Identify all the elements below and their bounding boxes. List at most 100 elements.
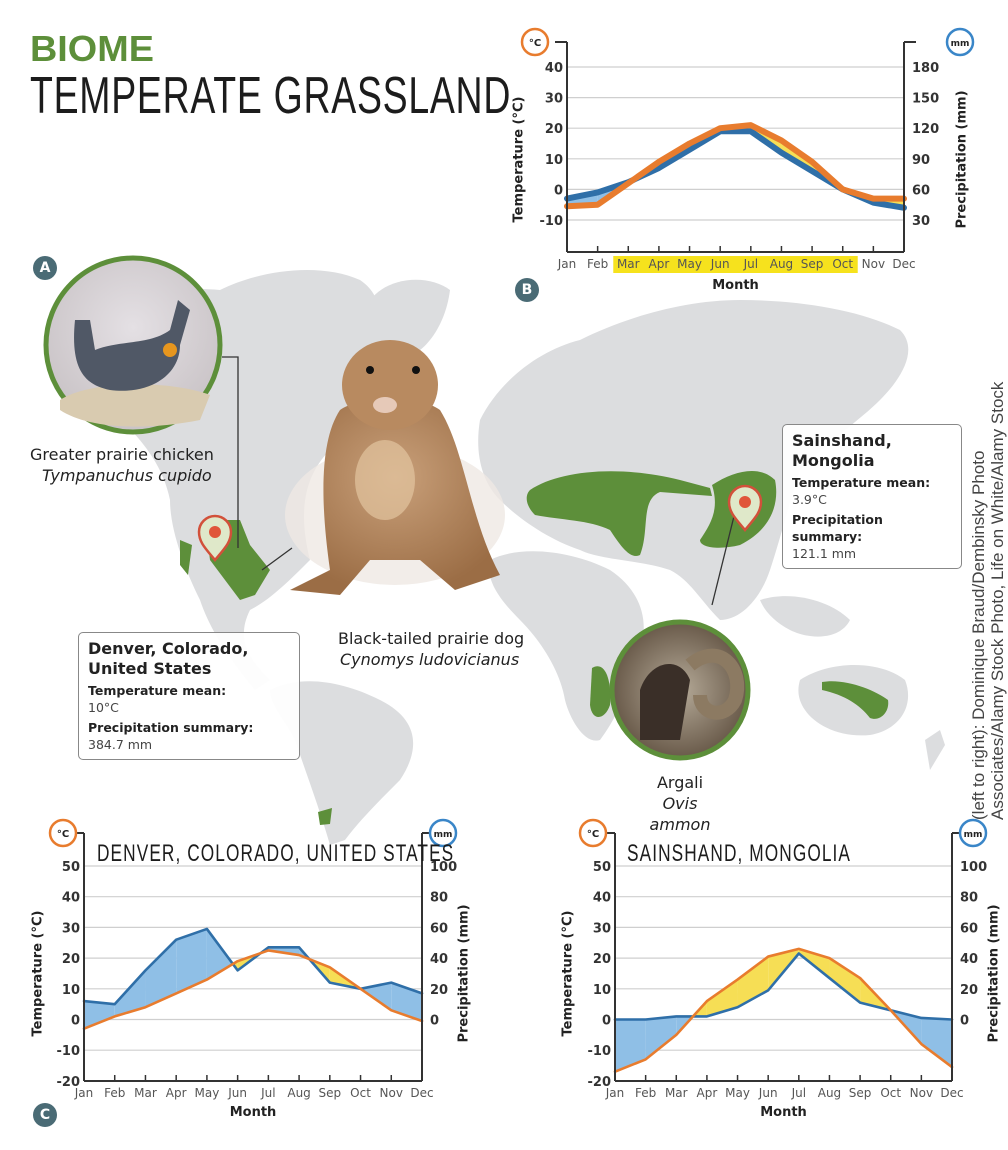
common-name: Argali: [656, 773, 704, 792]
info-box-denver: Denver, Colorado, United States Temperat…: [78, 632, 300, 760]
panel-badge-c: C: [33, 1103, 57, 1127]
x-tick-label: Jul: [260, 1086, 275, 1100]
x-tick-label: Sep: [801, 257, 824, 271]
y-tick-label: 50: [62, 860, 80, 875]
x-tick-label: Feb: [587, 257, 608, 271]
panel-badge-b: B: [515, 278, 539, 302]
y2-tick-label: 80: [960, 891, 978, 906]
wet-period-fill: [645, 1016, 677, 1060]
x-tick-label: Dec: [892, 257, 915, 271]
y2-tick-label: 120: [912, 122, 939, 137]
climate-chart-global: 40 30 20 10 0 -10 180 150 120 90 60 30 Jan Feb Mar Apr M…: [512, 27, 975, 293]
eurasian-steppe: [526, 471, 712, 556]
x-tick-label: Sep: [319, 1086, 342, 1100]
x-tick-label: Jun: [758, 1086, 778, 1100]
y2-axis-title: Precipitation (mm): [457, 904, 472, 1042]
y-unit-label: °C: [57, 829, 69, 840]
y-tick-label: 10: [545, 153, 563, 168]
y-tick-label: -10: [588, 1044, 612, 1059]
y2-tick-label: 40: [960, 952, 978, 967]
chart-title: DENVER, COLORADO, UNITED STATES: [97, 840, 454, 866]
y-tick-label: 40: [593, 891, 611, 906]
y-tick-label: 20: [593, 952, 611, 967]
prairie-dog-connector-line: [261, 547, 293, 571]
y-tick-label: -20: [57, 1075, 81, 1090]
y-tick-label: 40: [545, 61, 563, 76]
y-axis-title: Temperature (°C): [561, 911, 576, 1037]
y2-tick-label: 150: [912, 92, 939, 107]
map-pin-icon[interactable]: [727, 484, 763, 532]
info-box-sainshand: Sainshand, Mongolia Temperature mean: 3.…: [782, 424, 962, 569]
precipitation-line: [82, 927, 424, 1006]
y-tick-label: 20: [62, 952, 80, 967]
x-tick-label: Oct: [350, 1086, 371, 1100]
y-axis-title: Temperature (°C): [31, 911, 46, 1037]
y2-axis-title: Precipitation (mm): [987, 904, 1002, 1042]
chart-body: 40 30 20 10 0 -10 180 150 120 90 60 30 Jan Feb Mar Apr M…: [512, 27, 975, 293]
y2-tick-label: 100: [430, 860, 457, 875]
precipitation-line: [613, 952, 954, 1021]
x-tick-label: Apr: [697, 1086, 718, 1100]
x-tick-label: Sep: [849, 1086, 872, 1100]
scientific-name: Tympanuchus cupido: [42, 466, 212, 485]
wet-period-fill: [615, 1019, 646, 1072]
y-tick-label: 30: [545, 92, 563, 107]
wet-period-fill: [176, 928, 207, 994]
x-tick-label: May: [677, 257, 702, 271]
x-tick-label: Mar: [134, 1086, 157, 1100]
y-unit-label: °C: [529, 38, 541, 49]
dry-period-fill: [692, 1001, 707, 1017]
y2-tick-label: 20: [960, 983, 978, 998]
x-tick-label: Jun: [227, 1086, 247, 1100]
x-tick-label: Feb: [104, 1086, 125, 1100]
x-tick-label: Oct: [832, 257, 853, 271]
species-label-prairie-chicken: Greater prairie chicken Tympanuchus cupi…: [30, 444, 214, 486]
australian-grassland: [822, 681, 889, 719]
y-tick-label: 10: [593, 983, 611, 998]
argali-photo: [609, 619, 751, 761]
y2-tick-label: 60: [960, 921, 978, 936]
precipitation-line: [564, 128, 907, 211]
y-tick-label: 0: [71, 1014, 80, 1029]
page-title: TEMPERATE GRASSLAND: [30, 67, 512, 125]
wet-period-fill: [391, 982, 422, 1022]
celsius-badge-icon: [578, 818, 608, 848]
x-tick-label: Jan: [605, 1086, 625, 1100]
x-tick-label: Apr: [166, 1086, 187, 1100]
x-tick-label: Mar: [617, 257, 640, 271]
temperature-line: [82, 949, 424, 1031]
prairie-chicken-photo: [43, 255, 223, 435]
x-tick-label: Aug: [818, 1086, 841, 1100]
x-tick-label: May: [725, 1086, 750, 1100]
x-tick-label: Aug: [770, 257, 793, 271]
map-pin-icon[interactable]: [197, 514, 233, 562]
precipitation-label: Precipitation summary:: [88, 720, 254, 735]
chicken-connector-line: [222, 356, 239, 548]
x-tick-label: May: [195, 1086, 220, 1100]
y2-unit-label: mm: [964, 830, 983, 840]
location-name: Denver, Colorado, United States: [88, 639, 249, 678]
x-axis-title: Month: [712, 278, 759, 293]
x-tick-label: Nov: [862, 257, 885, 271]
x-tick-label: Aug: [287, 1086, 310, 1100]
celsius-badge-icon: [520, 27, 550, 57]
x-tick-label: Jul: [743, 257, 758, 271]
precipitation-value: 384.7 mm: [88, 737, 153, 752]
y2-tick-label: 0: [430, 1014, 439, 1029]
mm-badge-icon: [428, 818, 458, 848]
celsius-badge-icon: [48, 818, 78, 848]
y-tick-label: 0: [602, 1014, 611, 1029]
x-tick-label: Mar: [665, 1086, 688, 1100]
temperature-line: [564, 122, 907, 210]
temperature-line: [613, 947, 954, 1073]
wet-period-fill: [145, 939, 177, 1008]
y-tick-label: 50: [593, 860, 611, 875]
y-axis-title: Temperature (°C): [512, 97, 527, 223]
common-name: Black-tailed prairie dog: [338, 629, 525, 648]
y2-tick-label: 100: [960, 860, 987, 875]
y2-axis-title: Precipitation (mm): [955, 90, 970, 228]
y2-tick-label: 60: [430, 921, 448, 936]
